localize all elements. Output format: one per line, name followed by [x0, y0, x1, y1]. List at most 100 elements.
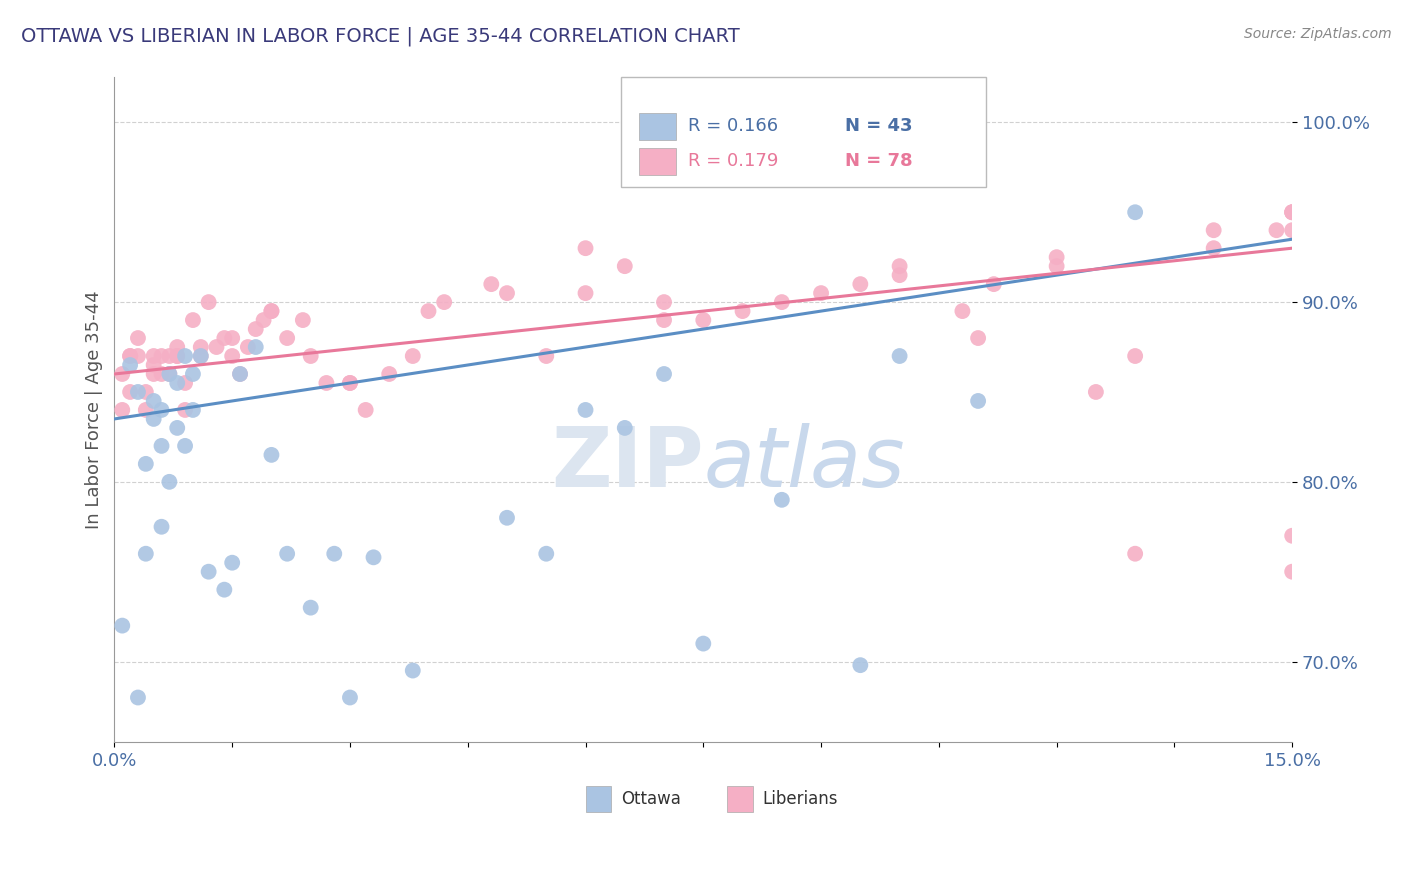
- Point: [190, 349, 212, 363]
- Point: [378, 367, 401, 381]
- Point: [1281, 205, 1303, 219]
- Text: Source: ZipAtlas.com: Source: ZipAtlas.com: [1244, 27, 1392, 41]
- Point: [190, 340, 212, 354]
- Point: [652, 367, 675, 381]
- Point: [574, 286, 596, 301]
- Point: [479, 277, 502, 292]
- Point: [221, 349, 243, 363]
- Point: [652, 295, 675, 310]
- FancyBboxPatch shape: [638, 147, 676, 175]
- Point: [1084, 384, 1107, 399]
- Point: [150, 439, 173, 453]
- Point: [1046, 250, 1069, 264]
- Point: [613, 259, 636, 273]
- Point: [315, 376, 337, 390]
- Point: [166, 349, 188, 363]
- Point: [197, 295, 219, 310]
- Point: [142, 358, 165, 372]
- Point: [323, 547, 346, 561]
- Point: [354, 403, 377, 417]
- Point: [205, 340, 228, 354]
- Point: [197, 565, 219, 579]
- Point: [536, 349, 558, 363]
- Point: [889, 349, 911, 363]
- Point: [433, 295, 456, 310]
- Point: [418, 304, 440, 318]
- Point: [1265, 223, 1288, 237]
- Point: [157, 475, 180, 489]
- Text: N = 78: N = 78: [845, 153, 912, 170]
- Point: [181, 313, 204, 327]
- Point: [889, 268, 911, 282]
- Point: [229, 367, 252, 381]
- Point: [276, 547, 298, 561]
- Point: [692, 637, 714, 651]
- Point: [889, 259, 911, 273]
- Point: [1281, 205, 1303, 219]
- Point: [157, 367, 180, 381]
- FancyBboxPatch shape: [727, 786, 752, 813]
- Point: [236, 340, 259, 354]
- Point: [1046, 259, 1069, 273]
- Point: [135, 384, 157, 399]
- Point: [127, 690, 149, 705]
- Point: [127, 331, 149, 345]
- Point: [135, 547, 157, 561]
- Point: [260, 304, 283, 318]
- Point: [1281, 529, 1303, 543]
- Point: [142, 394, 165, 409]
- Point: [142, 349, 165, 363]
- Point: [276, 331, 298, 345]
- Point: [221, 331, 243, 345]
- Point: [174, 376, 197, 390]
- Point: [402, 349, 425, 363]
- Point: [652, 313, 675, 327]
- Text: Ottawa: Ottawa: [621, 790, 681, 808]
- Point: [111, 403, 134, 417]
- Point: [111, 618, 134, 632]
- Point: [339, 376, 361, 390]
- Point: [983, 277, 1005, 292]
- Text: N = 43: N = 43: [845, 117, 912, 135]
- Point: [770, 295, 793, 310]
- Point: [1281, 565, 1303, 579]
- Point: [174, 349, 197, 363]
- Text: ZIP: ZIP: [551, 423, 703, 504]
- Point: [120, 384, 142, 399]
- Point: [536, 547, 558, 561]
- Point: [496, 510, 519, 524]
- Point: [135, 457, 157, 471]
- Point: [142, 412, 165, 426]
- FancyBboxPatch shape: [638, 112, 676, 140]
- Text: R = 0.166: R = 0.166: [688, 117, 778, 135]
- Point: [181, 403, 204, 417]
- Point: [111, 367, 134, 381]
- Point: [299, 600, 322, 615]
- Point: [157, 349, 180, 363]
- Point: [299, 349, 322, 363]
- Point: [1123, 349, 1146, 363]
- Point: [127, 384, 149, 399]
- Point: [221, 556, 243, 570]
- Point: [731, 304, 754, 318]
- Point: [613, 421, 636, 435]
- Point: [402, 664, 425, 678]
- Point: [339, 376, 361, 390]
- FancyBboxPatch shape: [621, 78, 986, 187]
- Point: [150, 520, 173, 534]
- Point: [150, 367, 173, 381]
- Point: [120, 349, 142, 363]
- Point: [181, 367, 204, 381]
- Point: [1123, 205, 1146, 219]
- Point: [150, 349, 173, 363]
- Y-axis label: In Labor Force | Age 35-44: In Labor Force | Age 35-44: [86, 291, 103, 529]
- FancyBboxPatch shape: [585, 786, 612, 813]
- Point: [339, 690, 361, 705]
- Point: [1281, 205, 1303, 219]
- Point: [166, 349, 188, 363]
- Point: [190, 349, 212, 363]
- Point: [127, 349, 149, 363]
- Point: [120, 349, 142, 363]
- Point: [135, 403, 157, 417]
- Text: Liberians: Liberians: [762, 790, 838, 808]
